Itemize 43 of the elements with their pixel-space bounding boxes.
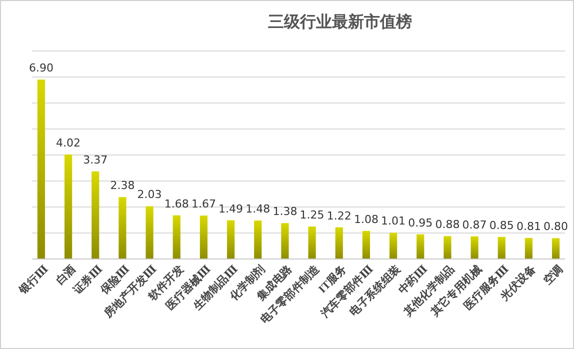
data-label: 3.37	[83, 153, 108, 166]
bar	[281, 223, 289, 259]
bar	[416, 234, 424, 259]
data-label: 1.48	[246, 202, 270, 216]
data-label: 6.90	[28, 62, 54, 75]
data-label: 1.25	[300, 208, 324, 222]
data-label: 0.87	[462, 218, 487, 232]
data-label: 1.49	[218, 202, 244, 216]
x-tick-label: 银行Ⅲ	[16, 262, 51, 298]
chart-title: 三级行业最新市值榜	[268, 12, 412, 31]
data-label: 0.88	[435, 218, 460, 232]
data-label: 0.95	[408, 216, 433, 230]
bar	[37, 80, 45, 259]
bar	[92, 171, 100, 259]
bar	[172, 215, 180, 259]
bar	[444, 236, 452, 259]
bar	[146, 206, 154, 259]
data-label: 4.02	[56, 136, 81, 150]
bar	[552, 238, 560, 259]
bar	[362, 230, 370, 259]
bar	[524, 238, 532, 259]
data-label: 2.03	[137, 188, 162, 202]
x-tick-label: 空调	[540, 262, 566, 288]
data-label: 1.22	[326, 209, 352, 222]
bar	[335, 227, 343, 259]
data-label: 1.38	[272, 205, 298, 218]
data-label: 1.68	[164, 197, 189, 210]
bar	[470, 236, 478, 259]
data-label: 1.08	[354, 212, 378, 226]
bar	[498, 236, 506, 259]
data-label: 0.85	[489, 218, 514, 232]
data-label: 0.80	[544, 220, 568, 234]
data-label: 1.01	[381, 214, 406, 228]
bar	[227, 220, 235, 259]
bar	[118, 197, 126, 259]
bar	[254, 220, 262, 259]
data-label: 2.38	[110, 179, 135, 192]
data-label: 1.67	[191, 198, 216, 211]
bar	[308, 226, 316, 259]
bar	[390, 232, 398, 259]
data-label: 0.81	[516, 220, 541, 233]
bar	[64, 154, 72, 259]
bar	[200, 216, 208, 259]
